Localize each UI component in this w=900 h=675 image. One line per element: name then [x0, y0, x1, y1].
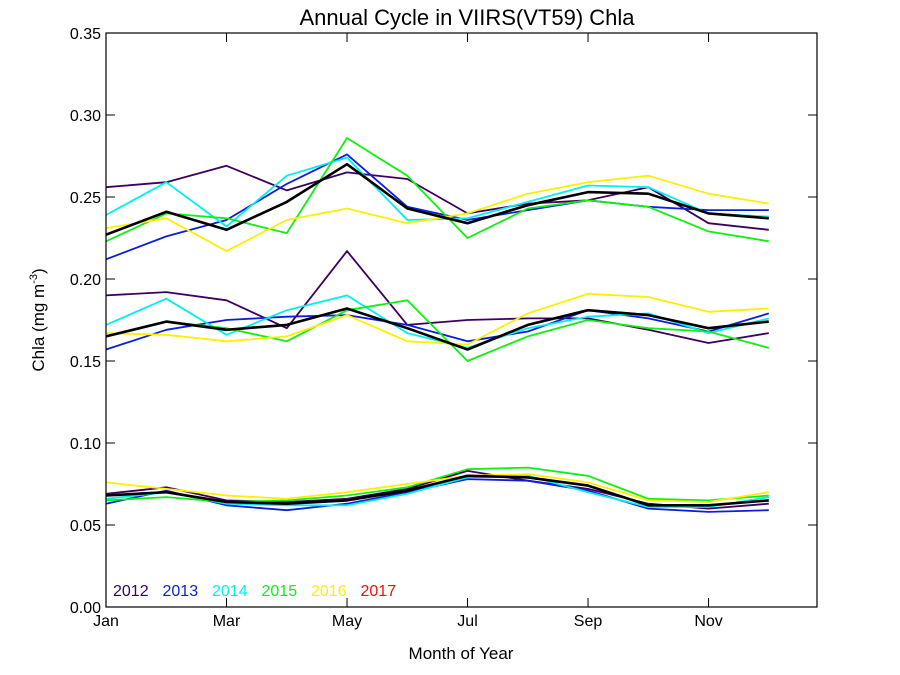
x-axis-label: Month of Year [409, 644, 514, 663]
x-tick-label: Jul [457, 613, 477, 630]
legend-entry-2015: 2015 [262, 583, 298, 600]
series-line-2016-1 [105, 292, 769, 346]
series-line-2013-1 [105, 309, 770, 351]
chart-title: Annual Cycle in VIIRS(VT59) Chla [299, 5, 635, 30]
y-axis-label-close: ) [29, 268, 48, 274]
y-tick-label: 0.10 [70, 436, 101, 453]
x-tick-label: Sep [574, 613, 603, 630]
plot-lines [105, 137, 770, 513]
series-line-2012-0 [105, 164, 769, 231]
series-line-mean-0 [105, 162, 769, 236]
series-line-2016-2 [105, 473, 769, 503]
series-line-2012-2 [105, 469, 769, 510]
x-tick-label: Mar [213, 613, 241, 630]
y-tick-label: 0.35 [70, 26, 101, 43]
legend-entry-2012: 2012 [113, 583, 149, 600]
y-tick-label: 0.00 [70, 600, 101, 617]
series-line-2016-0 [105, 174, 769, 253]
y-axis-label-text: Chla (mg m [29, 284, 48, 372]
legend-entry-2014: 2014 [212, 583, 248, 600]
y-tick-label: 0.05 [70, 518, 101, 535]
legend-entry-2017: 2017 [361, 583, 397, 600]
series-line-2015-0 [105, 137, 769, 243]
plot-frame [105, 32, 818, 608]
y-tick-label: 0.20 [70, 272, 101, 289]
series-line-2013-0 [105, 153, 769, 261]
series-line-2015-1 [105, 299, 770, 362]
series-line-mean-1 [105, 307, 769, 351]
y-tick-label: 0.30 [70, 108, 101, 125]
legend-entry-2013: 2013 [163, 583, 199, 600]
series-line-2012-1 [105, 250, 769, 344]
x-tick-label: May [332, 613, 362, 630]
legend: 2012 2013 2014 2015 2016 2017 [113, 583, 396, 600]
x-tick-label: Nov [694, 613, 722, 630]
y-axis-label: Chla (mg m-3) [28, 268, 48, 371]
x-tick-label: Jan [93, 613, 119, 630]
x-axis: Jan Mar May Jul Sep Nov [93, 33, 723, 630]
y-axis: 0.00 0.05 0.10 0.15 0.20 0.25 0.30 0.35 [70, 26, 817, 617]
y-tick-label: 0.15 [70, 354, 101, 371]
y-tick-label: 0.25 [70, 190, 101, 207]
legend-entry-2016: 2016 [311, 583, 347, 600]
y-axis-label-superscript: -3 [28, 274, 40, 284]
series-line-mean-2 [105, 474, 769, 507]
